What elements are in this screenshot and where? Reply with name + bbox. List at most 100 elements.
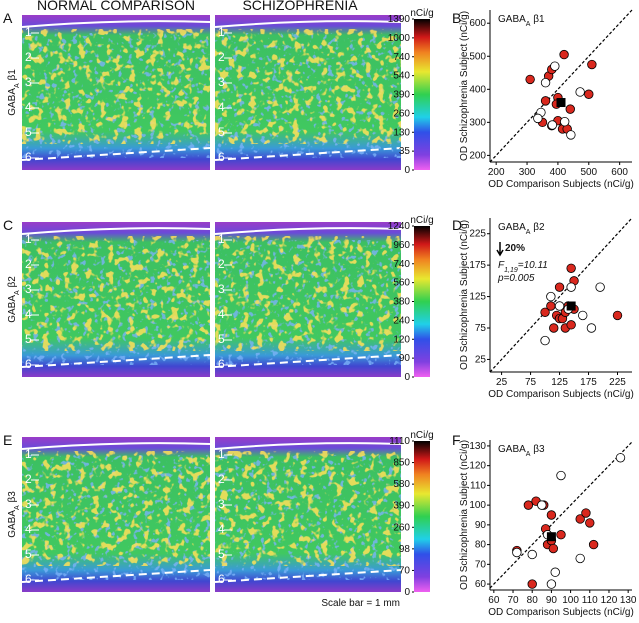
colorbar-unit: nCi/g	[410, 215, 433, 226]
colorbar-tick-label: 1110	[389, 436, 410, 447]
subject-point	[585, 518, 595, 528]
layer-label: 3	[218, 75, 225, 89]
colorbar	[414, 226, 430, 377]
pial-surface	[22, 227, 210, 235]
y-tick-label: 110	[470, 480, 486, 491]
identity-line	[489, 9, 633, 163]
y-tick-label: 75	[475, 323, 487, 334]
receptor-subunit: β3	[530, 444, 545, 455]
panel-letter: C	[3, 217, 13, 233]
subject-point	[586, 323, 597, 333]
subject-point	[546, 579, 557, 589]
receptor-name: GABA	[498, 222, 526, 233]
layer-label: 5	[218, 125, 225, 139]
layer-label: 1	[218, 447, 225, 461]
x-tick-label: 125	[551, 377, 568, 388]
layer-label: 6	[25, 357, 32, 371]
layer-label: 1	[218, 25, 225, 39]
p-label: p=0.005	[497, 273, 535, 284]
layer-label: 6	[25, 150, 32, 164]
colorbar-tick-label: 1000	[388, 33, 411, 44]
stat-value: =10.11	[518, 260, 548, 271]
column-header: NORMAL COMPARISON	[37, 0, 195, 13]
x-tick-label: 60	[488, 595, 500, 606]
x-tick-label: 100	[562, 595, 579, 606]
x-tick-label: 110	[582, 595, 598, 606]
hot-speckle	[22, 451, 210, 566]
layer-label: 1	[218, 232, 225, 246]
x-tick-label: 25	[496, 377, 508, 388]
change-label: 20%	[505, 243, 525, 254]
subject-point	[575, 514, 585, 524]
panel-letter: B	[452, 10, 461, 26]
receptor-subscript: A	[526, 229, 531, 236]
layer-label: 2	[218, 257, 225, 271]
image-row-label: GABAA β3	[7, 491, 21, 538]
layer-label: 4	[218, 522, 225, 536]
layer-label: 2	[25, 472, 32, 486]
receptor-subunit: β2	[7, 276, 18, 291]
y-axis-label: OD Schizophrenia Subject (nCi/g)	[459, 440, 470, 590]
subject-point	[537, 500, 547, 510]
subject-point	[546, 510, 557, 520]
white-matter-border	[22, 147, 210, 161]
colorbar-tick-label: 850	[393, 458, 410, 469]
panel-letter: A	[3, 10, 13, 26]
layer-label: 2	[218, 50, 225, 64]
subject-point	[533, 113, 543, 124]
colorbar-tick-label: 560	[393, 278, 410, 289]
layer-label: 2	[25, 50, 32, 64]
colorbar-unit: nCi/g	[410, 430, 433, 441]
subject-point	[587, 59, 597, 70]
y-tick-label: 400	[469, 84, 486, 95]
y-tick-label: 25	[475, 354, 487, 365]
colorbar-tick-label: 260	[393, 522, 410, 533]
y-tick-label: 200	[469, 150, 486, 161]
x-axis-label: OD Comparison Subjects (nCi/g)	[488, 607, 634, 618]
autoradiograph: 1 2 3 4 5 6	[22, 15, 210, 170]
subject-point	[556, 530, 566, 540]
hot-speckle	[22, 29, 210, 144]
subject-point	[560, 116, 570, 127]
x-tick-label: 130	[620, 595, 637, 606]
x-axis-label: OD Comparison Subjects (nCi/g)	[488, 389, 634, 400]
receptor-name: GABA	[7, 88, 18, 116]
colorbar-tick-label: 90	[399, 353, 411, 364]
colorbar-tick-label: 98	[399, 544, 411, 555]
layer-label: 4	[25, 522, 32, 536]
colorbar-tick-label: 740	[393, 259, 410, 270]
white-matter-border	[22, 354, 210, 368]
subject-point	[554, 301, 565, 311]
pial-surface	[22, 20, 210, 28]
layer-label: 5	[25, 332, 32, 346]
scale-bar-label: Scale bar = 1 mm	[321, 598, 400, 609]
x-tick-label: 90	[546, 595, 558, 606]
y-tick-label: 90	[475, 520, 487, 531]
layer-label: 3	[25, 497, 32, 511]
subject-point	[540, 96, 551, 106]
layer-label: 4	[218, 100, 225, 114]
white-matter-border	[215, 147, 401, 161]
panel-letter: E	[3, 432, 12, 448]
pial-surface	[215, 20, 401, 28]
colorbar-tick-label: 130	[393, 127, 410, 138]
layer-label: 5	[218, 332, 225, 346]
colorbar-tick-label: 0	[404, 372, 410, 383]
white-matter-border	[215, 354, 401, 368]
pial-surface	[22, 442, 210, 450]
receptor-subscript: A	[14, 83, 21, 88]
layer-label: 3	[25, 282, 32, 296]
receptor-subunit: β1	[7, 69, 18, 84]
receptor-name: GABA	[498, 14, 526, 25]
subject-point	[615, 453, 626, 463]
image-row-label: GABAA β1	[7, 69, 21, 116]
receptor-subscript: A	[14, 505, 21, 510]
hot-speckle	[215, 29, 401, 144]
autoradiograph: 1 2 3 4 5 6	[22, 437, 210, 592]
subject-point	[512, 547, 522, 558]
colorbar-tick-label: 1390	[388, 14, 411, 25]
layer-label: 6	[218, 357, 225, 371]
layer-label: 6	[218, 572, 225, 586]
y-tick-label: 125	[469, 292, 486, 303]
layer-label: 3	[25, 75, 32, 89]
